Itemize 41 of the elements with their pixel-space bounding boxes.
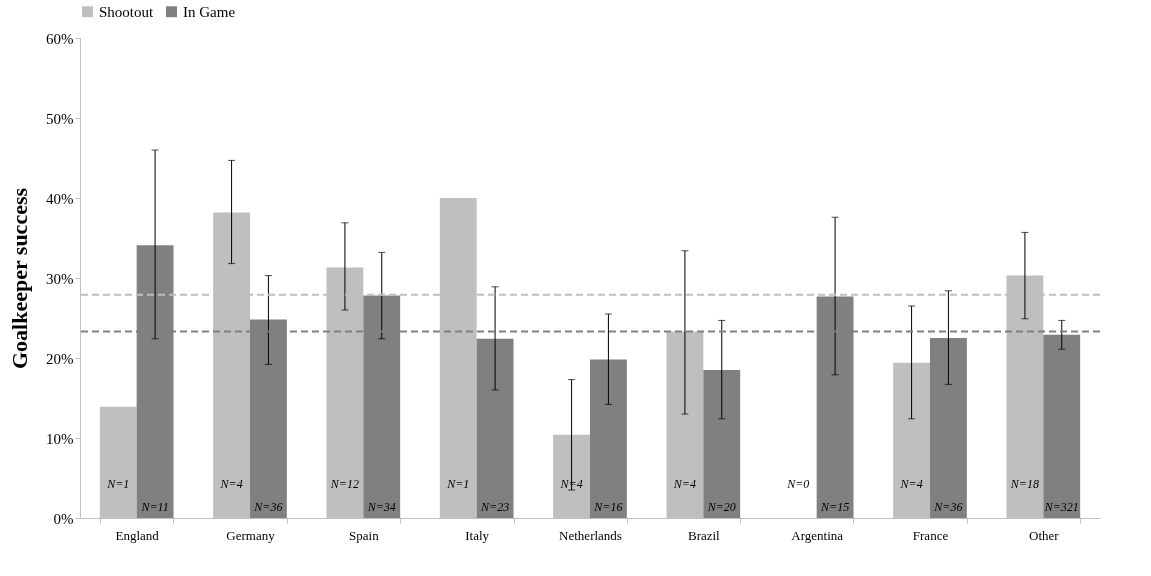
annotation: N=1 [106, 477, 130, 492]
bar [590, 359, 627, 518]
legend-label: Shootout [99, 3, 155, 20]
y-tick-label: 40% [46, 190, 74, 207]
x-tick-label: England [115, 527, 160, 543]
annotation: N=34 [366, 499, 396, 514]
annotation: N=20 [706, 499, 736, 514]
y-axis-title: Goalkeeper success [7, 187, 32, 370]
bar [930, 338, 967, 518]
x-tick-label: Netherlands [559, 527, 622, 543]
y-tick-label: 60% [46, 30, 74, 47]
x-tick-label: Argentina [791, 527, 844, 543]
annotation: N=18 [1009, 477, 1039, 492]
x-tick-label: Italy [465, 527, 490, 543]
x-tick-label: France [912, 527, 949, 543]
bar [703, 370, 741, 518]
annotation: N=1 [446, 477, 470, 492]
annotation: N=4 [899, 477, 923, 492]
annotation: N=321 [1043, 499, 1079, 514]
annotation: N=4 [672, 477, 696, 492]
x-tick-label: Brazil [687, 527, 721, 543]
annotation: N=4 [219, 477, 243, 492]
annotation: N=36 [253, 499, 283, 514]
y-tick-label: 20% [46, 350, 74, 367]
annotation: N=15 [820, 499, 850, 514]
bar [1043, 334, 1081, 518]
y-tick-label: 0% [53, 510, 74, 527]
annotation: N=12 [329, 477, 359, 492]
y-tick-label: 50% [46, 110, 74, 127]
x-tick-label: Germany [226, 527, 276, 543]
legend-label: In Game [183, 3, 236, 20]
annotation: N=0 [786, 477, 810, 492]
y-tick-label: 10% [46, 430, 74, 447]
annotation: N=11 [140, 499, 169, 514]
y-tick-label: 30% [46, 270, 74, 287]
bar [476, 338, 514, 518]
annotation: N=16 [593, 499, 623, 514]
annotation: N=36 [933, 499, 963, 514]
x-tick-label: Other [1029, 527, 1060, 543]
x-tick-label: Spain [349, 527, 380, 543]
annotation: N=23 [480, 499, 510, 514]
